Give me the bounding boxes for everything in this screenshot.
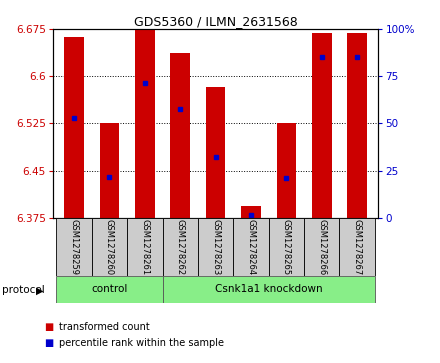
- Bar: [56, 218, 92, 276]
- Bar: [233, 218, 269, 276]
- Text: control: control: [91, 285, 128, 294]
- Text: GSM1278260: GSM1278260: [105, 219, 114, 275]
- Bar: [127, 218, 162, 276]
- Bar: [162, 218, 198, 276]
- Text: GSM1278265: GSM1278265: [282, 219, 291, 275]
- Bar: [348, 33, 367, 218]
- Bar: [162, 276, 375, 303]
- Bar: [340, 218, 375, 276]
- Text: GSM1278262: GSM1278262: [176, 219, 185, 275]
- Text: percentile rank within the sample: percentile rank within the sample: [59, 338, 224, 348]
- Bar: [277, 123, 296, 218]
- Text: GSM1278263: GSM1278263: [211, 219, 220, 275]
- Bar: [269, 218, 304, 276]
- Text: ▶: ▶: [36, 285, 44, 295]
- Text: GSM1278266: GSM1278266: [317, 219, 326, 275]
- Bar: [92, 218, 127, 276]
- Bar: [241, 207, 261, 218]
- Title: GDS5360 / ILMN_2631568: GDS5360 / ILMN_2631568: [134, 15, 297, 28]
- Bar: [198, 218, 233, 276]
- Bar: [312, 33, 331, 218]
- Text: protocol: protocol: [2, 285, 45, 295]
- Text: Csnk1a1 knockdown: Csnk1a1 knockdown: [215, 285, 323, 294]
- Text: ■: ■: [44, 338, 53, 348]
- Bar: [56, 276, 162, 303]
- Bar: [304, 218, 340, 276]
- Bar: [100, 123, 119, 218]
- Bar: [206, 87, 225, 218]
- Bar: [64, 37, 84, 218]
- Bar: [170, 53, 190, 218]
- Text: GSM1278264: GSM1278264: [246, 219, 256, 275]
- Text: GSM1278261: GSM1278261: [140, 219, 149, 275]
- Text: ■: ■: [44, 322, 53, 332]
- Text: GSM1278267: GSM1278267: [353, 219, 362, 275]
- Bar: [135, 29, 154, 218]
- Text: GSM1278259: GSM1278259: [70, 219, 78, 275]
- Text: transformed count: transformed count: [59, 322, 150, 332]
